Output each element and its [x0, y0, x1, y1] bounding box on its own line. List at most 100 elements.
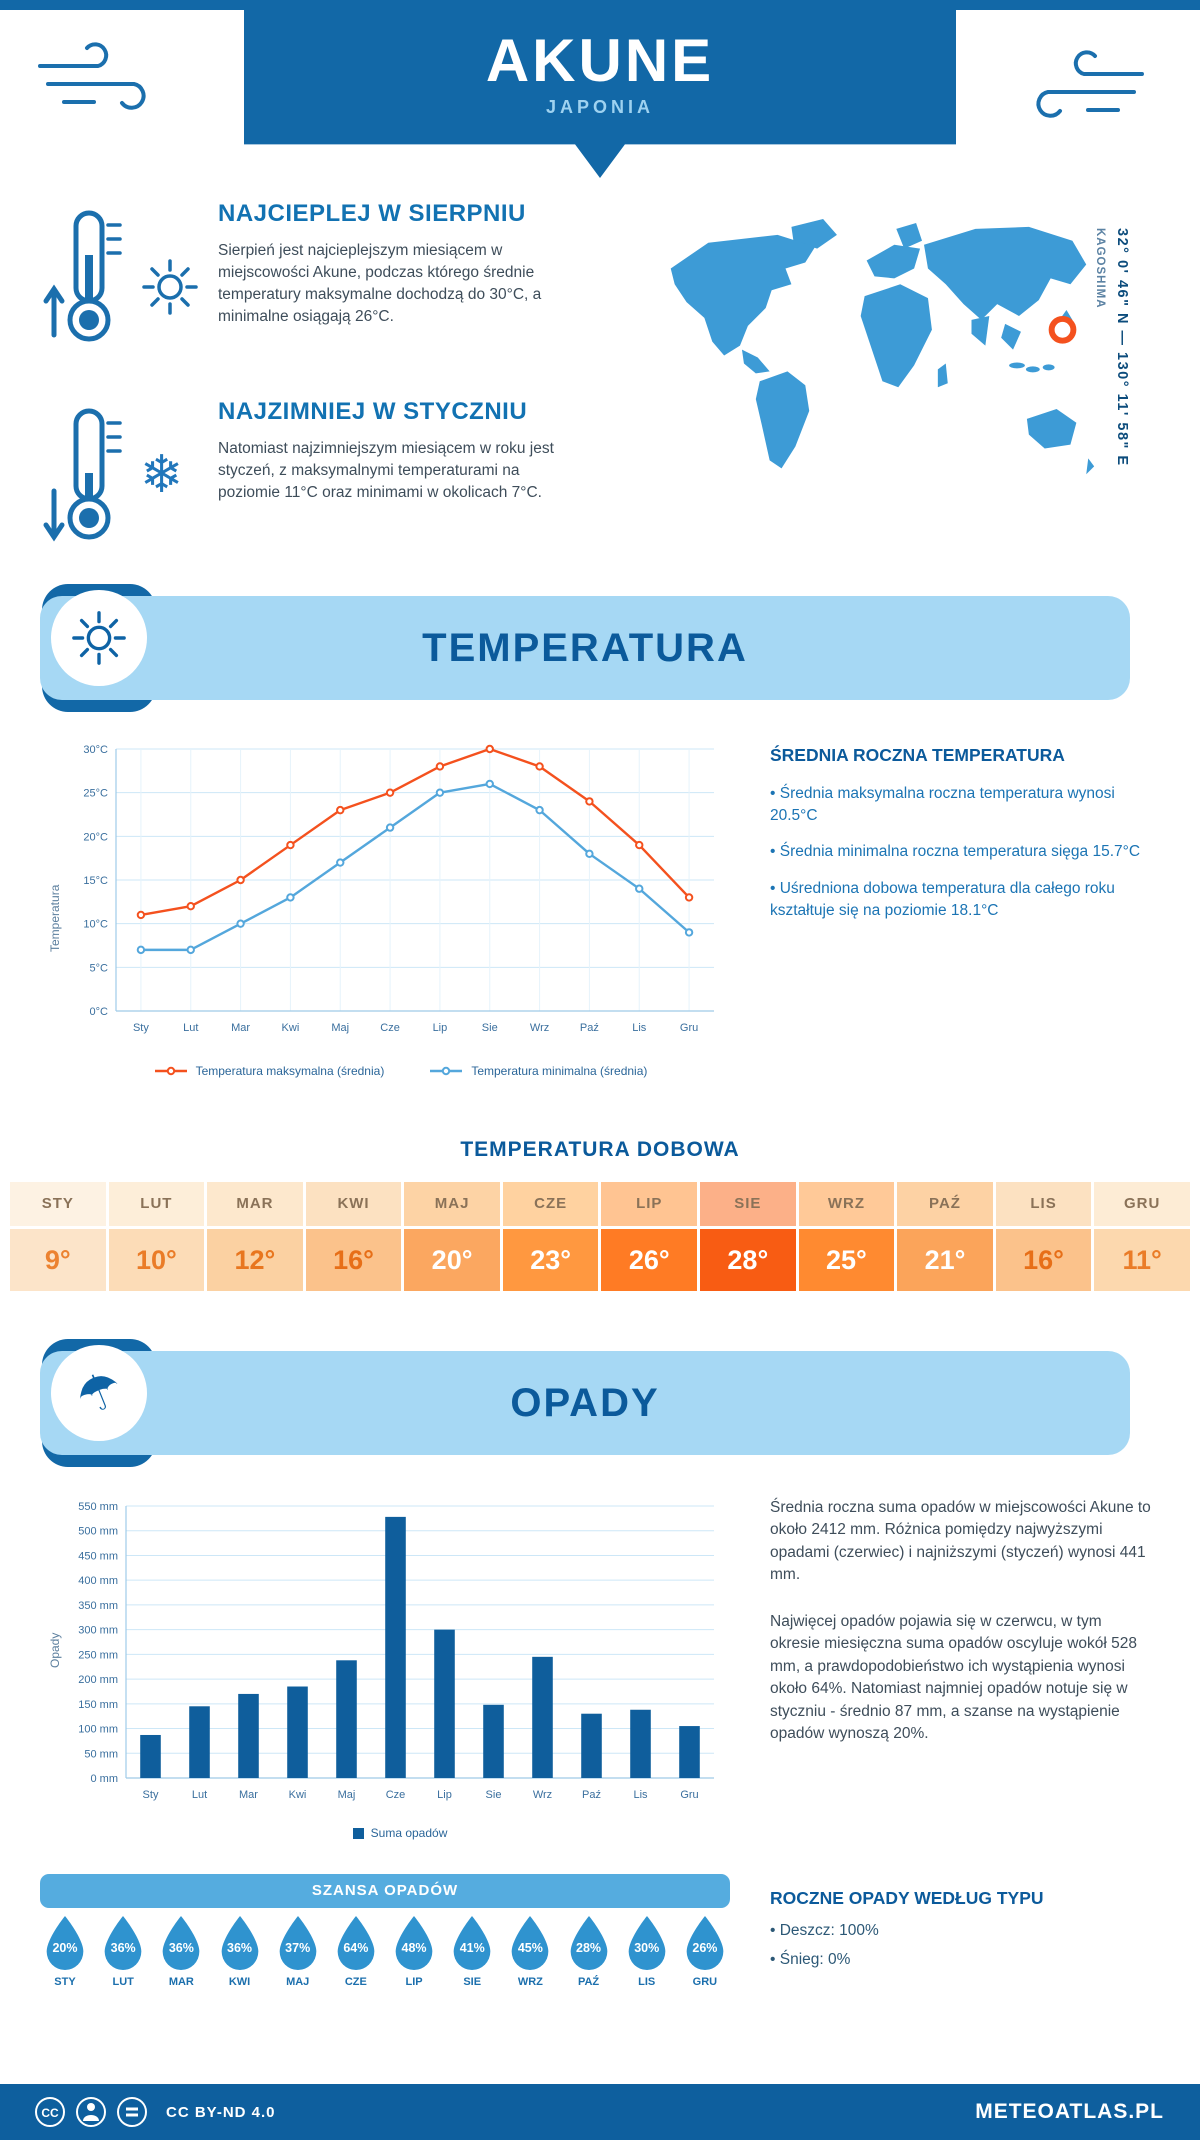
- precipitation-section-banner: OPADY: [40, 1351, 1130, 1455]
- chance-percent: 64%: [343, 1941, 369, 1955]
- precip-chart-legend: Suma opadów: [70, 1826, 730, 1840]
- chance-percent: 20%: [52, 1941, 78, 1955]
- legend-swatch: [352, 1827, 364, 1839]
- raindrop: 37%: [275, 1914, 321, 1971]
- chance-month: LIP: [405, 1976, 423, 1988]
- daily-temp-column: KWI 16°: [305, 1182, 402, 1291]
- wind-icon: [1036, 50, 1144, 118]
- svg-text:Wrz: Wrz: [533, 1789, 552, 1801]
- map-region-label: KAGOSHIMA: [1094, 228, 1106, 309]
- chance-percent: 41%: [459, 1941, 485, 1955]
- chance-item: 28% PAŹ: [564, 1914, 614, 1988]
- annual-temp-bullet: • Średnia minimalna roczna temperatura s…: [770, 843, 1141, 861]
- annual-temp-bullets: • Średnia maksymalna roczna temperatura …: [770, 783, 1146, 936]
- svg-text:100 mm: 100 mm: [78, 1724, 118, 1736]
- raindrop-icon: [221, 1916, 258, 1970]
- umbrella-icon: ☂: [67, 1357, 131, 1429]
- raindrop-icon: [453, 1916, 491, 1970]
- chance-percent: 48%: [401, 1941, 427, 1955]
- daily-temp-value: 16°: [995, 1229, 1092, 1291]
- legend-label: Suma opadów: [370, 1826, 448, 1840]
- daily-temp-column: CZE 23°: [502, 1182, 599, 1291]
- chance-item: 36% MAR: [156, 1914, 206, 1988]
- chance-month: CZE: [344, 1976, 367, 1988]
- svg-text:550 mm: 550 mm: [78, 1501, 118, 1513]
- svg-text:400 mm: 400 mm: [78, 1575, 118, 1587]
- daily-temp-column: GRU 11°: [1094, 1182, 1190, 1291]
- precip-chart-ylabel: Opady: [48, 1632, 62, 1668]
- raindrop: 26%: [682, 1914, 728, 1971]
- legend-item: Temperatura minimalna (średnia): [428, 1064, 647, 1078]
- warm-section-text: Sierpień jest najcieplejszym miesiącem w…: [218, 242, 542, 325]
- raindrop-icon: [46, 1916, 84, 1970]
- chance-item: 45% WRZ: [505, 1914, 555, 1988]
- svg-text:30°C: 30°C: [83, 744, 108, 756]
- raindrop: 41%: [449, 1914, 495, 1971]
- precipitation-section-title: OPADY: [510, 1380, 660, 1425]
- nd-icon: [117, 2097, 147, 2127]
- daily-temp-value: 12°: [207, 1229, 303, 1291]
- chance-percent: 36%: [110, 1941, 136, 1955]
- svg-text:Sty: Sty: [143, 1789, 159, 1801]
- precip-type-heading: ROCZNE OPADY WEDŁUG TYPU: [770, 1888, 1044, 1908]
- precip-type-list: • Deszcz: 100% • Śnieg: 0%: [770, 1922, 879, 1980]
- chance-item: 26% GRU: [680, 1914, 730, 1988]
- wind-icon: [38, 42, 146, 110]
- raindrop-icon: [628, 1916, 666, 1970]
- chance-month: LIS: [638, 1976, 656, 1988]
- cold-icon-group: ❄: [40, 403, 215, 548]
- warm-section-title: NAJCIEPLEJ W SIERPNIU: [218, 200, 526, 227]
- svg-text:300 mm: 300 mm: [78, 1625, 118, 1637]
- svg-text:Sie: Sie: [482, 1022, 498, 1034]
- page-subtitle: JAPONIA: [545, 97, 654, 117]
- chance-month: GRU: [692, 1976, 718, 1988]
- svg-text:0 mm: 0 mm: [91, 1773, 119, 1785]
- raindrop: 20%: [42, 1914, 88, 1971]
- svg-text:5°C: 5°C: [90, 962, 109, 974]
- daily-temp-column: MAR 12°: [207, 1182, 303, 1291]
- svg-text:Gru: Gru: [680, 1022, 698, 1034]
- temp-chart-ylabel: Temperatura: [48, 884, 62, 952]
- daily-temp-month: LUT: [108, 1182, 205, 1226]
- legend-line-sample: [430, 1066, 463, 1076]
- svg-text:250 mm: 250 mm: [78, 1649, 118, 1661]
- chance-percent: 36%: [168, 1941, 194, 1955]
- raindrop: 48%: [391, 1914, 437, 1971]
- svg-text:Lip: Lip: [437, 1789, 452, 1801]
- chance-month: STY: [54, 1976, 76, 1988]
- daily-temp-value: 20°: [404, 1229, 500, 1291]
- site-name: METEOATLAS.PL: [975, 2100, 1164, 2123]
- header-banner: AKUNE JAPONIA: [244, 10, 956, 178]
- daily-temp-value: 16°: [305, 1229, 402, 1291]
- svg-text:Sty: Sty: [133, 1022, 149, 1034]
- raindrop-icon: [279, 1916, 317, 1970]
- raindrop: 64%: [333, 1914, 379, 1971]
- raindrop: 45%: [507, 1914, 553, 1971]
- svg-text:15°C: 15°C: [83, 875, 108, 887]
- svg-text:Lut: Lut: [183, 1022, 198, 1034]
- annual-temp-bullet: • Uśredniona dobowa temperatura dla całe…: [770, 880, 1115, 919]
- daily-temp-month: LIS: [995, 1182, 1092, 1226]
- page-title: AKUNE: [485, 27, 715, 94]
- svg-text:Lis: Lis: [633, 1789, 648, 1801]
- sun-icon: [72, 611, 126, 665]
- license-badges: CC: [34, 2096, 148, 2128]
- temperature-section-title: TEMPERATURA: [422, 625, 748, 670]
- cold-section-title: NAJZIMNIEJ W STYCZNIU: [218, 398, 528, 425]
- attribution-icon: [76, 2097, 106, 2127]
- world-map: [670, 219, 1095, 475]
- legend-label: Temperatura minimalna (średnia): [471, 1064, 648, 1078]
- chance-percent: 45%: [517, 1941, 543, 1955]
- svg-text:Paź: Paź: [582, 1789, 601, 1801]
- raindrop: 36%: [158, 1914, 204, 1971]
- daily-temp-column: WRZ 25°: [798, 1182, 895, 1291]
- chance-item: 20% STY: [40, 1914, 90, 1988]
- daily-temp-value: 9°: [10, 1229, 106, 1291]
- svg-text:Maj: Maj: [338, 1789, 356, 1801]
- footer: CC CC BY-ND 4.0 METEOATLAS.PL: [0, 2084, 1200, 2140]
- chance-month: KWI: [228, 1976, 251, 1988]
- map-coordinates: 32° 0' 46" N — 130° 11' 58" E: [1114, 228, 1130, 467]
- svg-text:Kwi: Kwi: [289, 1789, 307, 1801]
- daily-temp-month: GRU: [1094, 1182, 1190, 1226]
- thermometer-cold-icon: [43, 408, 122, 542]
